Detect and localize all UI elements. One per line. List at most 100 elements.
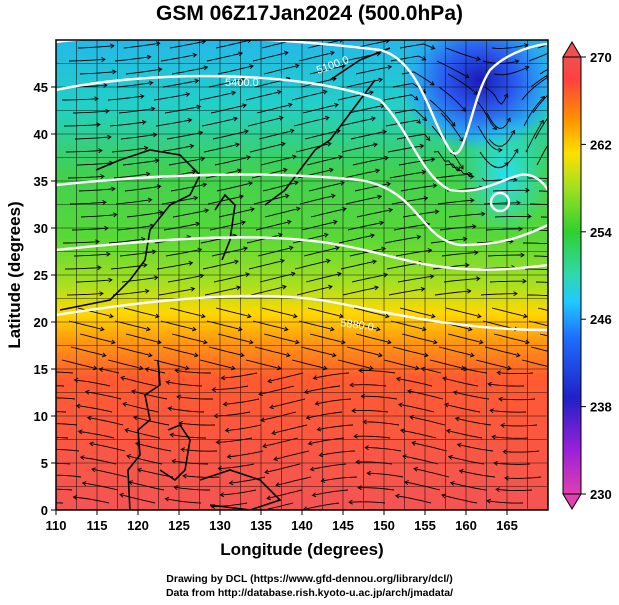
streamline-arrowhead [340,339,346,345]
streamline-arrowhead [442,376,447,382]
streamline [503,450,540,453]
streamline [392,346,429,357]
streamline-arrowhead [307,440,313,446]
streamline [399,307,436,318]
streamline-arrowhead [106,251,111,257]
y-tick-label: 0 [41,503,48,518]
streamline [306,156,343,166]
streamline [169,307,206,318]
streamline [396,133,431,141]
streamline-arrowhead [339,40,344,43]
streamline-arrowhead [493,460,498,466]
streamline-arrowhead [432,183,438,189]
streamline-arrowhead [366,470,371,476]
streamline [344,52,381,62]
streamline [163,222,200,231]
streamline-arrowhead [397,402,403,408]
streamline [337,91,374,101]
streamline-arrowhead [102,199,107,205]
streamline-arrowhead [226,454,232,460]
streamline-arrowhead [189,143,195,149]
streamline-arrowhead [478,339,484,345]
streamline [68,58,106,62]
streamline [397,275,434,283]
streamline-arrowhead [128,480,133,486]
streamline [489,280,526,283]
streamline [355,66,392,75]
streamline [490,148,519,169]
streamline [390,320,427,331]
streamline [259,272,296,283]
streamline-arrowhead [318,452,324,458]
streamline [73,496,110,504]
streamline [340,260,377,270]
streamline-arrowhead [523,43,529,48]
streamline-arrowhead [329,50,335,56]
streamline [315,398,352,405]
streamline [441,251,478,257]
streamline [529,203,548,205]
streamline-arrowhead [236,285,241,291]
streamline-arrowhead [331,352,337,358]
streamline [212,130,249,140]
streamline [208,78,245,88]
streamline [477,125,502,151]
streamline-arrowhead [416,234,422,240]
streamline-arrowhead [434,209,440,215]
streamline [263,64,300,75]
streamline [56,437,69,439]
streamline [99,368,120,374]
streamline [441,494,478,504]
streamline-arrowhead [454,416,460,422]
streamline-arrowhead [198,130,204,136]
x-tick-label: 160 [455,518,477,533]
streamline [491,307,528,318]
streamline-arrowhead [464,73,470,79]
streamline-arrowhead [496,370,501,376]
streamline-arrowhead [553,366,557,370]
streamline [114,56,151,62]
x-axis-label: Longitude (degrees) [220,540,383,559]
height-contours [56,40,548,332]
streamline [71,227,108,231]
streamline [487,500,524,504]
streamline-arrowhead [219,492,225,498]
streamline [203,143,240,153]
streamline [448,213,485,218]
streamline-arrowhead [421,326,427,332]
streamline-arrowhead [407,389,412,394]
streamline [157,145,194,153]
streamline-arrowhead [158,210,164,215]
streamline [313,372,350,379]
streamline-arrowhead [378,77,384,83]
streamline-arrowhead [375,168,381,174]
streamline [255,220,292,231]
streamline-arrowhead [341,63,346,69]
streamline-arrowhead [92,365,98,371]
streamline [65,149,103,153]
streamline [352,410,389,413]
streamline-arrowhead [329,326,335,332]
streamline [348,104,385,114]
streamline [430,238,467,244]
streamline [248,259,285,270]
streamline-arrowhead [386,339,392,345]
streamline-arrowhead [369,90,374,96]
streamline [56,411,67,413]
streamline [201,117,238,127]
streamline-arrowhead [568,35,572,39]
streamline-arrowhead [45,473,49,477]
streamline [453,391,490,400]
streamline-arrowhead [152,132,158,138]
streamline-arrowhead [190,286,196,292]
streamline-arrowhead [131,389,136,395]
streamline [257,246,294,257]
streamline-arrowhead [174,368,179,374]
streamline [447,73,478,95]
colorbar-tick-label: 246 [590,312,612,327]
streamline [303,502,340,510]
streamline-arrowhead [173,485,179,491]
streamline-arrowhead [491,434,496,440]
streamline [79,333,116,344]
streamline-arrowhead [540,95,546,101]
